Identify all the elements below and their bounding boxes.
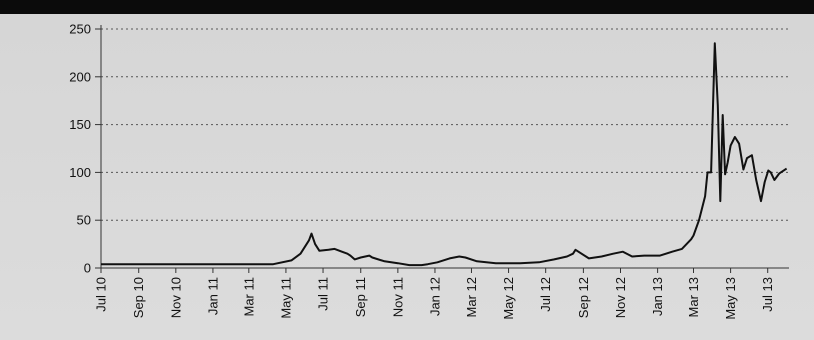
x-tick-label-7: Sep 11 — [353, 277, 368, 317]
x-tick-label-8: Nov 11 — [390, 277, 405, 317]
series-layer — [101, 42, 788, 267]
axes — [95, 25, 789, 273]
x-tick-label-11: May 12 — [501, 277, 516, 320]
x-tick-label-13: Sep 12 — [576, 277, 591, 318]
y-tick-label-50: 50 — [77, 213, 91, 228]
x-tick-label-16: Mar 13 — [686, 277, 701, 317]
x-tick-label-9: Jan 12 — [427, 277, 442, 316]
x-tick-label-17: May 13 — [723, 277, 738, 320]
x-tick-label-18: Jul 13 — [760, 277, 775, 312]
y-tick-label-150: 150 — [69, 117, 91, 132]
series-line-0 — [101, 42, 788, 267]
y-tick-label-200: 200 — [69, 69, 91, 84]
gridlines — [101, 28, 789, 221]
y-tick-label-100: 100 — [69, 165, 91, 180]
x-tick-label-14: Nov 12 — [613, 277, 628, 318]
x-tick-label-2: Nov 10 — [168, 277, 183, 318]
x-tick-label-12: Jul 12 — [538, 277, 553, 312]
x-tick-label-4: Mar 11 — [241, 277, 256, 317]
x-tick-label-1: Sep 10 — [131, 277, 146, 318]
x-tick-labels: Jul 10 Sep 10 Nov 10 Jan 11 Mar 11 May 11 Jul … — [94, 277, 776, 320]
y-tick-label-250: 250 — [69, 22, 91, 37]
x-tick-label-15: Jan 13 — [650, 277, 665, 316]
x-tick-label-3: Jan 11 — [205, 277, 220, 315]
x-tick-label-5: May 11 — [278, 277, 293, 319]
x-tick-label-6: Jul 11 — [316, 277, 331, 311]
x-tick-label-10: Mar 12 — [464, 277, 479, 317]
y-tick-label-0: 0 — [84, 261, 91, 276]
y-tick-labels: 0 50 100 150 200 250 — [69, 22, 91, 276]
x-tick-label-0: Jul 10 — [94, 277, 109, 312]
